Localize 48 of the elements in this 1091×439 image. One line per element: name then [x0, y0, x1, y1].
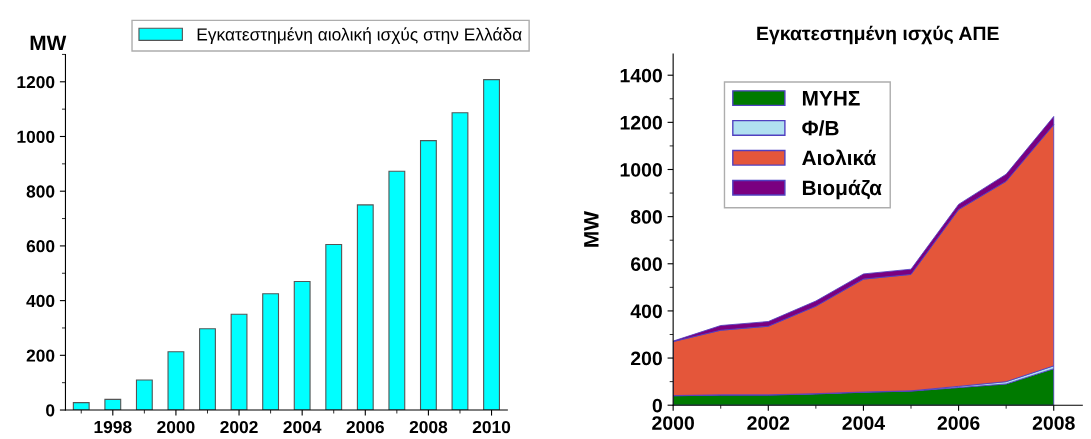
y-tick-label: 600 — [26, 240, 55, 253]
y-tick-label: 1400 — [620, 68, 662, 83]
y-tick-label: 200 — [630, 351, 662, 366]
y-tick-label: 400 — [630, 304, 662, 319]
bar — [199, 328, 216, 411]
bar — [388, 170, 406, 411]
bar — [135, 379, 153, 411]
bar — [451, 112, 469, 411]
x-tick-label: 2006 — [937, 416, 980, 430]
legend-label: Φ/Β — [802, 120, 839, 136]
x-tick-label: 2010 — [472, 420, 511, 434]
bar — [483, 79, 500, 411]
bar — [419, 140, 437, 411]
x-tick-label: 2008 — [409, 420, 448, 434]
legend-label: Εγκατεστημένη αιολική ισχύς στην Ελλάδα — [197, 27, 522, 45]
bar — [262, 293, 280, 411]
x-tick-label: 2002 — [747, 416, 790, 430]
y-axis-title: MW — [584, 211, 599, 247]
bar — [325, 243, 343, 411]
bar — [356, 204, 374, 411]
x-tick-label: 2000 — [157, 420, 195, 434]
y-tick-label: 1000 — [620, 162, 662, 177]
y-tick-label: 0 — [46, 404, 55, 417]
y-tick-label: 1200 — [620, 115, 662, 130]
x-tick-label: 2004 — [842, 416, 885, 430]
legend-label: Βιομάζα — [802, 179, 882, 200]
legend-label: Αιολικά — [802, 149, 876, 166]
y-tick-label: 0 — [652, 398, 662, 413]
y-axis-title: MW — [30, 35, 67, 51]
bar — [167, 351, 185, 411]
x-tick-label: 2000 — [652, 416, 694, 430]
legend-label: ΜΥΗΣ — [802, 91, 860, 106]
x-tick-label: 2004 — [283, 420, 322, 434]
bar — [230, 313, 248, 411]
y-tick-label: 800 — [26, 185, 55, 198]
chart-title: Εγκατεστημένη ισχύς ΑΠΕ — [757, 25, 999, 45]
y-tick-label: 200 — [26, 349, 55, 362]
x-tick-label: 2006 — [346, 420, 384, 434]
x-tick-label: 2008 — [1032, 416, 1075, 430]
y-tick-label: 600 — [631, 257, 662, 272]
bar — [293, 280, 311, 411]
bar — [104, 398, 122, 411]
x-tick-label: 2002 — [220, 420, 258, 434]
y-tick-label: 1000 — [17, 130, 55, 143]
x-tick-label: 1998 — [94, 420, 132, 434]
y-tick-label: 400 — [26, 294, 55, 308]
y-tick-label: 1200 — [17, 75, 55, 89]
y-tick-label: 800 — [630, 210, 662, 224]
